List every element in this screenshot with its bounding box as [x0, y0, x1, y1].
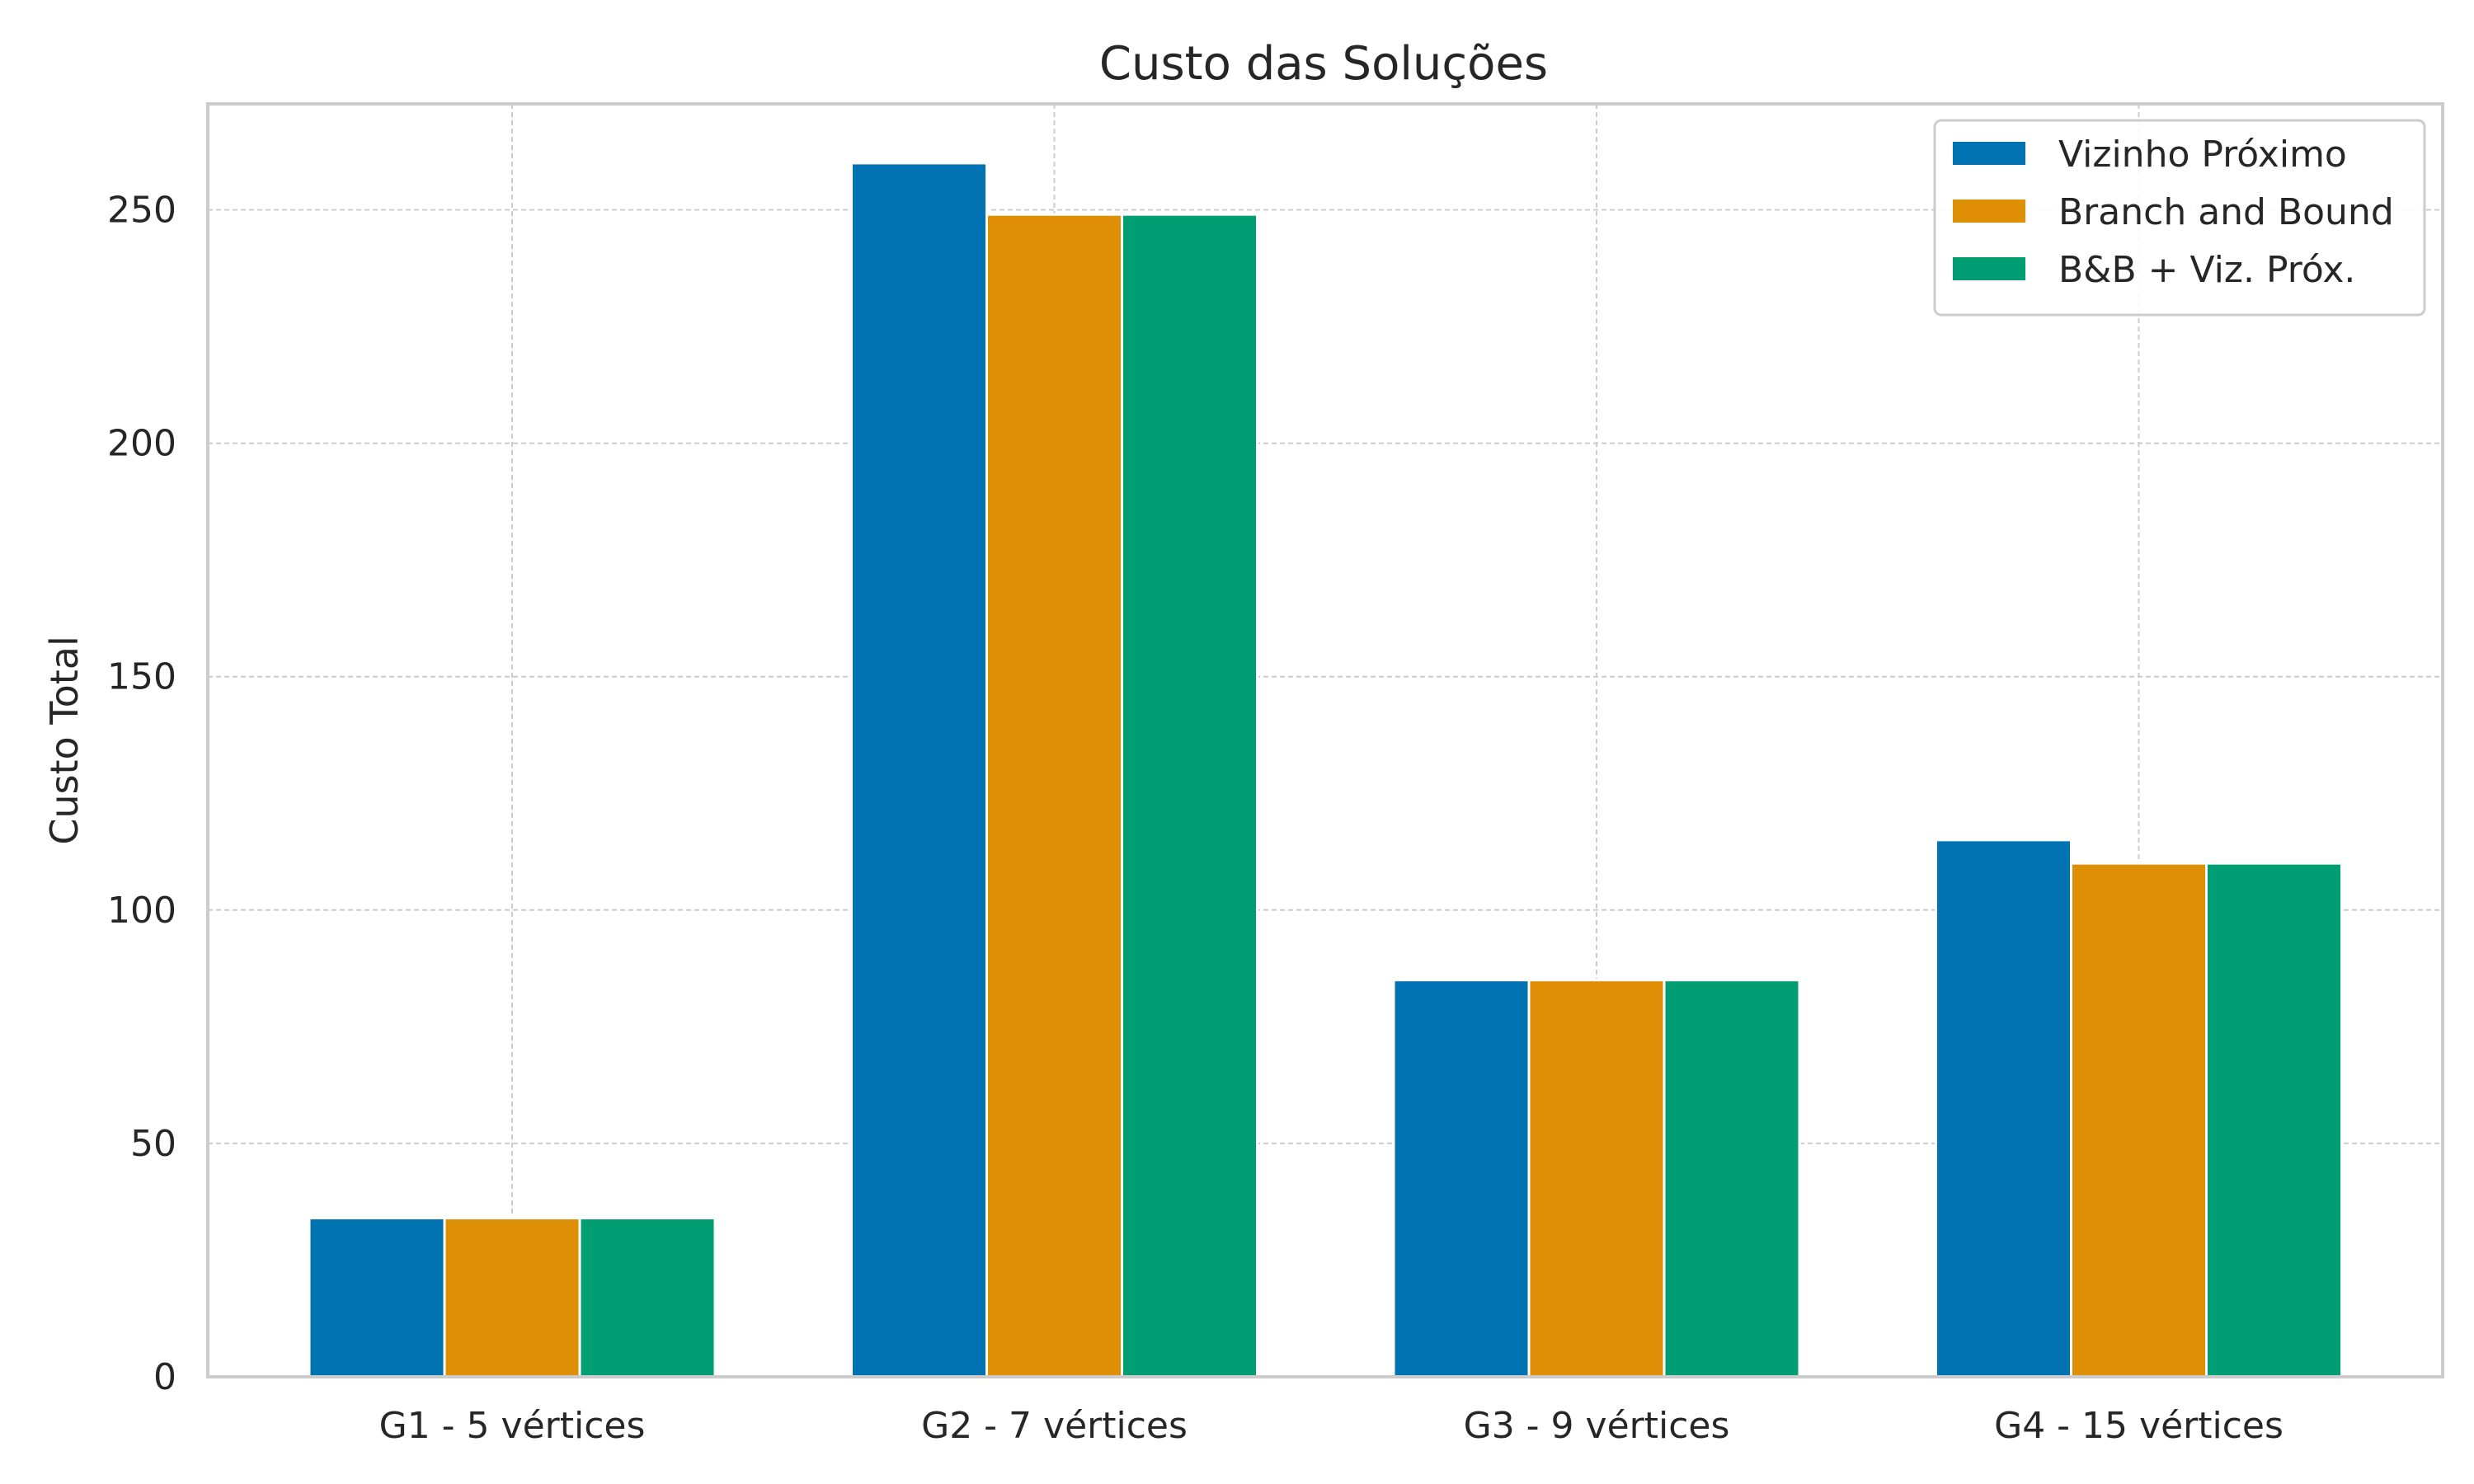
- plot-frame: [206, 102, 2444, 1378]
- y-axis-label: Custo Total: [42, 636, 87, 844]
- bar-2-4: [2070, 862, 2208, 1378]
- legend-label: B&B + Viz. Próx.: [2058, 249, 2355, 291]
- bar-3-4: [2205, 862, 2343, 1378]
- bar-1-2: [850, 162, 988, 1378]
- y-tick-label: 100: [107, 890, 176, 932]
- y-tick-label: 250: [107, 190, 176, 232]
- legend: Vizinho Próximo Branch and Bound B&B + Viz…: [1933, 119, 2426, 317]
- y-axis-ticks: 0 50 100 150 200 250: [107, 190, 176, 1398]
- y-tick-label: 0: [153, 1356, 176, 1398]
- x-tick-label: G1 - 5 vértices: [379, 1405, 646, 1447]
- legend-label: Branch and Bound: [2058, 191, 2394, 233]
- x-tick-label: G4 - 15 vértices: [1994, 1405, 2284, 1447]
- y-tick-label: 50: [130, 1123, 176, 1165]
- bar-1-1: [308, 1216, 446, 1378]
- bar-1-4: [1935, 838, 2072, 1378]
- bar-1-3: [1392, 979, 1531, 1378]
- legend-swatch: [1953, 257, 2025, 280]
- x-tick-label: G2 - 7 vértices: [921, 1405, 1188, 1447]
- y-tick-label: 200: [107, 423, 176, 465]
- bar-3-3: [1663, 979, 1801, 1378]
- bar-3-2: [1121, 213, 1258, 1378]
- bar-3-1: [578, 1216, 717, 1378]
- chart-title: Custo das Soluções: [1099, 37, 1548, 91]
- y-tick-label: 150: [107, 656, 176, 698]
- x-tick-label: G3 - 9 vértices: [1464, 1405, 1730, 1447]
- legend-swatch: [1953, 142, 2025, 165]
- bar-2-3: [1527, 979, 1666, 1378]
- legend-label: Vizinho Próximo: [2058, 134, 2347, 176]
- bar-2-2: [985, 213, 1123, 1378]
- bars: [308, 162, 2343, 1378]
- legend-box: [1933, 119, 2426, 317]
- bar-2-1: [443, 1216, 581, 1378]
- x-axis-ticks: G1 - 5 vértices G2 - 7 vértices G3 - 9 vér…: [379, 1405, 2284, 1447]
- legend-swatch: [1953, 200, 2025, 223]
